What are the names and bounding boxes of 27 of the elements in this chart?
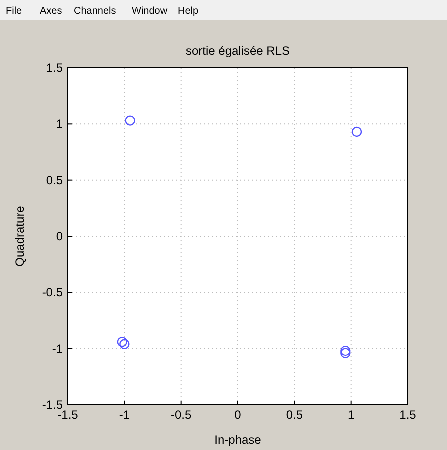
- text: File: [6, 6, 23, 17]
- x-tick-label: 0: [234, 408, 242, 422]
- x-axis-title: In-phase: [214, 433, 262, 447]
- text: Window: [132, 6, 168, 17]
- point: [340, 348, 351, 358]
- y-tick-label: -0.5: [42, 286, 64, 300]
- y-tick-label: -1.5: [42, 398, 64, 412]
- x-tick-label: -0.5: [170, 408, 192, 422]
- point: [340, 346, 351, 356]
- x-tick-label: 1.5: [400, 408, 417, 422]
- text: Channels: [74, 6, 116, 17]
- y-tick-label: 1.5: [46, 61, 64, 75]
- point: [120, 339, 130, 350]
- y-tick-label: 0: [56, 230, 64, 244]
- point: [125, 116, 136, 126]
- y-tick-label: -1: [52, 342, 64, 356]
- text: Help: [178, 6, 200, 17]
- y-tick-label: 0.5: [46, 173, 64, 188]
- y-tick-label: 1: [56, 117, 64, 132]
- point: [352, 126, 362, 138]
- point: [117, 336, 128, 348]
- text: Axes: [40, 6, 62, 17]
- y-axis-title: Quadrature: [13, 206, 27, 267]
- x-tick-label: -1: [119, 408, 130, 422]
- chart-title: sortie égalisée RLS: [186, 44, 290, 58]
- x-tick-label: 0.5: [286, 408, 304, 422]
- x-tick-label: 1: [348, 408, 355, 422]
